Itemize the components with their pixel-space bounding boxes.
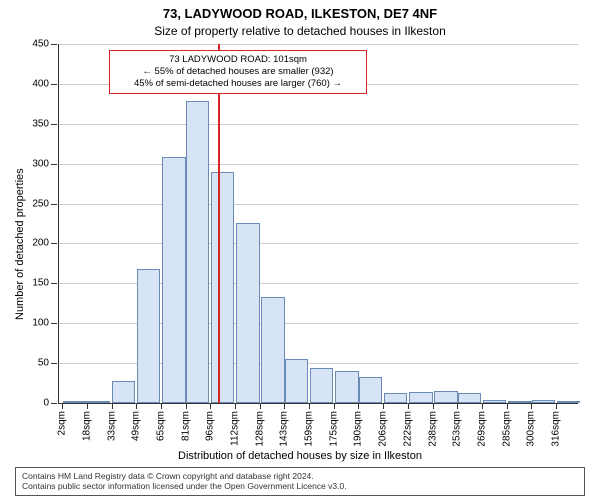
y-tick: [51, 283, 57, 284]
x-tick-label: 18sqm: [81, 411, 92, 441]
chart-title-sub: Size of property relative to detached ho…: [0, 24, 600, 38]
chart-title-main: 73, LADYWOOD ROAD, ILKESTON, DE7 4NF: [0, 6, 600, 21]
x-tick: [482, 403, 483, 409]
histogram-bar: [63, 401, 87, 403]
y-tick-label: 50: [19, 358, 49, 369]
plot-area: 73 LADYWOOD ROAD: 101sqm ← 55% of detach…: [58, 44, 578, 404]
y-tick: [51, 124, 57, 125]
grid-line: [59, 164, 578, 165]
x-axis-label: Distribution of detached houses by size …: [0, 450, 600, 462]
x-tick-label: 206sqm: [378, 411, 389, 447]
x-tick-label: 269sqm: [476, 411, 487, 447]
x-tick-label: 128sqm: [254, 411, 265, 447]
x-tick: [309, 403, 310, 409]
x-tick: [161, 403, 162, 409]
grid-line: [59, 124, 578, 125]
x-tick: [62, 403, 63, 409]
x-tick-label: 300sqm: [526, 411, 537, 447]
histogram-bar: [458, 393, 482, 403]
x-tick: [235, 403, 236, 409]
footer-line-1: Contains HM Land Registry data © Crown c…: [22, 471, 578, 482]
y-tick: [51, 363, 57, 364]
annotation-box: 73 LADYWOOD ROAD: 101sqm ← 55% of detach…: [109, 50, 367, 94]
histogram-bar: [532, 400, 556, 403]
x-tick-label: 253sqm: [452, 411, 463, 447]
histogram-bar: [186, 101, 210, 403]
histogram-bar: [87, 401, 111, 403]
histogram-bar: [335, 371, 359, 403]
x-tick: [112, 403, 113, 409]
x-tick: [284, 403, 285, 409]
x-tick: [358, 403, 359, 409]
histogram-bar: [359, 377, 383, 403]
x-tick-label: 49sqm: [131, 411, 142, 441]
x-tick: [186, 403, 187, 409]
annotation-line-1: 73 LADYWOOD ROAD: 101sqm: [116, 54, 360, 66]
histogram-bar: [508, 401, 532, 403]
histogram-bar: [384, 393, 408, 403]
x-tick: [457, 403, 458, 409]
x-tick: [433, 403, 434, 409]
histogram-bar: [434, 391, 458, 403]
x-tick-label: 190sqm: [353, 411, 364, 447]
grid-line: [59, 204, 578, 205]
x-tick-label: 81sqm: [180, 411, 191, 441]
y-tick: [51, 243, 57, 244]
y-tick: [51, 204, 57, 205]
x-tick: [260, 403, 261, 409]
x-tick: [408, 403, 409, 409]
y-tick: [51, 403, 57, 404]
x-tick: [383, 403, 384, 409]
annotation-line-2: ← 55% of detached houses are smaller (93…: [116, 66, 360, 78]
y-tick-label: 0: [19, 398, 49, 409]
y-tick-label: 400: [19, 78, 49, 89]
y-tick-label: 350: [19, 118, 49, 129]
x-tick-label: 65sqm: [155, 411, 166, 441]
y-tick: [51, 164, 57, 165]
x-tick: [334, 403, 335, 409]
histogram-bar: [483, 400, 507, 403]
y-tick: [51, 323, 57, 324]
y-tick: [51, 84, 57, 85]
attribution-footer: Contains HM Land Registry data © Crown c…: [15, 467, 585, 496]
annotation-line-3: 45% of semi-detached houses are larger (…: [116, 78, 360, 90]
x-tick: [136, 403, 137, 409]
x-tick-label: 112sqm: [229, 411, 240, 446]
histogram-bar: [310, 368, 334, 403]
y-axis-label: Number of detached properties: [14, 168, 26, 320]
x-tick: [556, 403, 557, 409]
reference-line: [218, 44, 220, 403]
x-tick-label: 316sqm: [550, 411, 561, 447]
histogram-bar: [285, 359, 309, 403]
histogram-bar: [557, 401, 581, 403]
histogram-bar: [211, 172, 235, 403]
y-tick-label: 450: [19, 39, 49, 50]
grid-line: [59, 243, 578, 244]
x-tick-label: 96sqm: [205, 411, 216, 441]
x-tick-label: 175sqm: [328, 411, 339, 447]
histogram-bar: [162, 157, 186, 403]
histogram-bar: [236, 223, 260, 403]
x-tick-label: 143sqm: [279, 411, 290, 447]
footer-line-2: Contains public sector information licen…: [22, 481, 578, 492]
histogram-bar: [137, 269, 161, 403]
x-tick: [87, 403, 88, 409]
histogram-bar: [409, 392, 433, 403]
x-tick-label: 285sqm: [501, 411, 512, 447]
histogram-bar: [112, 381, 136, 403]
histogram-bar: [261, 297, 285, 403]
x-tick-label: 238sqm: [427, 411, 438, 447]
x-tick-label: 159sqm: [304, 411, 315, 447]
grid-line: [59, 44, 578, 45]
property-histogram-chart: 73, LADYWOOD ROAD, ILKESTON, DE7 4NF Siz…: [0, 0, 600, 500]
x-tick-label: 2sqm: [57, 411, 68, 435]
y-tick: [51, 44, 57, 45]
x-tick-label: 33sqm: [106, 411, 117, 441]
x-tick: [507, 403, 508, 409]
x-tick: [531, 403, 532, 409]
x-tick-label: 222sqm: [402, 411, 413, 447]
x-tick: [210, 403, 211, 409]
